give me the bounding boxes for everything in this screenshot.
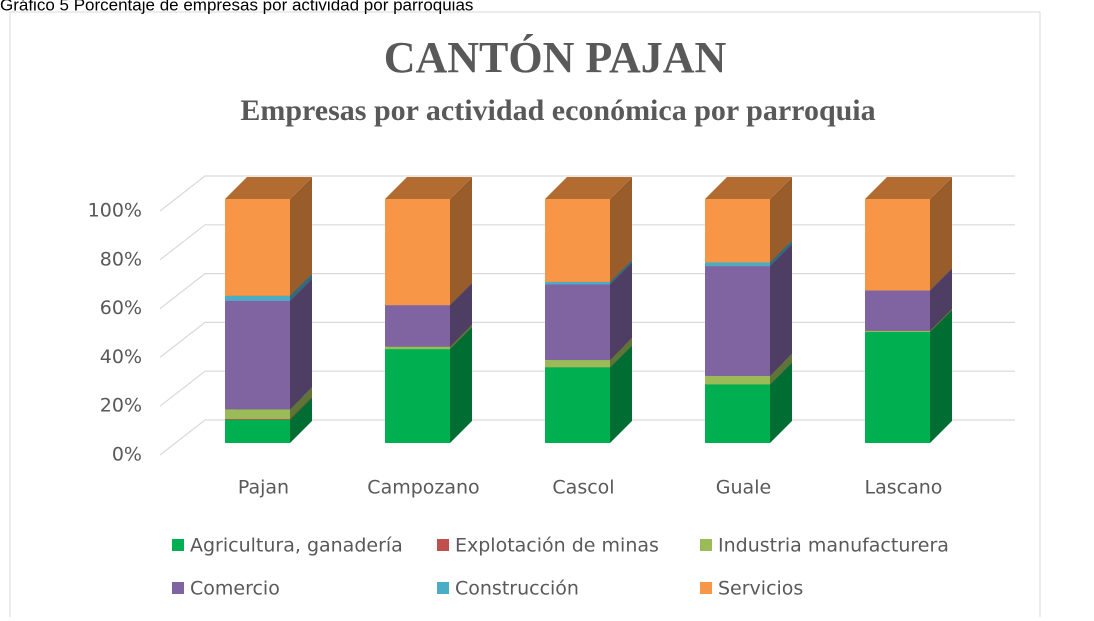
bar-front <box>865 199 930 291</box>
bar-front <box>705 266 770 376</box>
y-tick-label: 80% <box>100 248 142 270</box>
chart-title: CANTÓN PAJAN <box>384 33 727 82</box>
legend-label: Agricultura, ganadería <box>190 535 403 557</box>
bar-side <box>610 262 632 361</box>
bar-top <box>705 177 792 199</box>
bar-side <box>930 308 952 332</box>
bar-top <box>385 177 472 199</box>
x-tick-label: Lascano <box>865 477 943 499</box>
bar-side <box>290 278 312 410</box>
bar-side <box>770 362 792 443</box>
bar-side <box>290 273 312 301</box>
legend-label: Servicios <box>718 578 803 600</box>
bar-front <box>225 300 290 410</box>
bar-top <box>225 177 312 199</box>
bar-side <box>450 177 472 306</box>
bar-side <box>770 240 792 267</box>
x-tick-label: Pajan <box>238 477 289 499</box>
bar-side <box>290 397 312 443</box>
bar-side <box>450 324 472 350</box>
y-tick-label: 0% <box>112 444 142 466</box>
bar-side <box>290 387 312 420</box>
chart-subtitle: Empresas por actividad económica por par… <box>240 94 875 127</box>
bar-front <box>865 330 930 332</box>
bar-side <box>610 345 632 443</box>
legend-label: Construcción <box>455 578 579 600</box>
grid-line <box>159 175 1015 212</box>
y-tick-label: 20% <box>100 395 142 417</box>
bar-front <box>385 199 450 306</box>
bar-side <box>290 397 312 420</box>
legend-swatch <box>700 582 712 594</box>
bar-front <box>385 349 450 443</box>
legend-swatch <box>172 582 184 594</box>
bar-front <box>225 199 290 296</box>
bar-front <box>545 284 610 361</box>
bar-front <box>225 419 290 443</box>
bar-segment <box>865 177 952 291</box>
legend-label: Industria manufacturera <box>718 535 949 557</box>
bar-side <box>930 309 952 443</box>
bar-side <box>450 327 472 443</box>
bar-front <box>865 331 930 443</box>
bar-side <box>610 338 632 368</box>
bar-front <box>545 367 610 443</box>
bar-side <box>770 353 792 385</box>
bar-front <box>225 295 290 301</box>
x-tick-label: Campozano <box>367 477 479 499</box>
bar-side <box>450 283 472 347</box>
legend-label: Comercio <box>190 578 280 600</box>
bar-front <box>705 199 770 263</box>
bar-top <box>865 177 952 199</box>
bar-front <box>545 281 610 285</box>
bar-front <box>705 384 770 443</box>
bar-side <box>930 268 952 331</box>
x-tick-label: Guale <box>716 477 771 499</box>
bar-segment <box>705 177 792 263</box>
bar-front <box>705 262 770 267</box>
bar-front <box>225 409 290 420</box>
bar-side <box>610 177 632 282</box>
x-tick-label: Cascol <box>552 477 614 499</box>
bar-side <box>770 177 792 263</box>
legend-swatch <box>437 539 449 551</box>
bar-segment <box>225 177 312 296</box>
bar-front <box>865 290 930 331</box>
y-tick-label: 60% <box>100 297 142 319</box>
bar-front <box>385 305 450 347</box>
bar-front <box>545 360 610 368</box>
bar-side <box>930 177 952 291</box>
bar-top <box>545 177 632 199</box>
y-tick-label: 40% <box>100 346 142 368</box>
bar-side <box>290 177 312 296</box>
bar-side <box>770 244 792 376</box>
legend-swatch <box>172 539 184 551</box>
legend-swatch <box>437 582 449 594</box>
bar-front <box>385 346 450 350</box>
legend-swatch <box>700 539 712 551</box>
legend-label: Explotación de minas <box>455 535 659 557</box>
bar-front <box>705 375 770 385</box>
bar-segment <box>545 177 632 282</box>
bar-side <box>610 259 632 285</box>
bar-segment <box>385 177 472 306</box>
y-tick-label: 100% <box>88 200 142 222</box>
caption: Gráfico 5 Porcentaje de empresas por act… <box>0 0 473 14</box>
bar-front <box>225 419 290 420</box>
bar-front <box>545 199 610 282</box>
